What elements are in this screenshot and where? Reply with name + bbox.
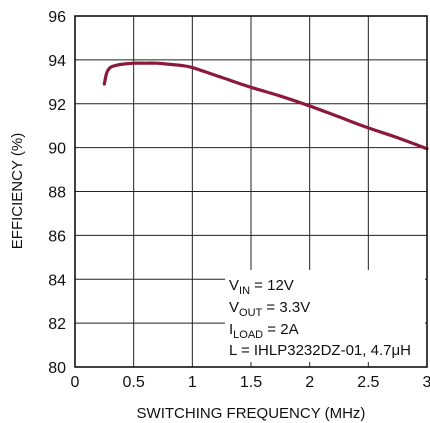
x-axis-title: SWITCHING FREQUENCY (MHz) [137,405,366,422]
y-tick-label: 92 [48,97,66,114]
x-tick-label: 1.5 [240,374,262,391]
x-tick-label: 2.5 [357,374,379,391]
x-tick-label: 1 [188,374,197,391]
annotation-block: VIN = 12V VOUT = 3.3V ILOAD = 2A L = IHL… [225,270,425,362]
annotation-vout: VOUT = 3.3V [229,299,310,319]
y-tick-label: 94 [48,53,66,70]
y-tick-label: 82 [48,316,66,333]
y-tick-label: 86 [48,228,66,245]
series-layer [102,61,429,151]
y-tick-label: 88 [48,185,66,202]
annotation-background [225,270,425,362]
y-tick-label: 96 [48,9,66,26]
x-tick-label: 0.5 [123,374,145,391]
x-tick-label: 3 [423,374,430,391]
plot-frame [74,15,428,368]
annotation-vin: VIN = 12V [229,277,294,297]
efficiency-series-line [102,61,429,151]
tick-labels: 0 0.5 1 1.5 2 2.5 3 80 82 84 86 88 90 92 94 96 [48,9,430,391]
y-tick-label: 80 [48,360,66,377]
x-tick-label: 0 [71,374,80,391]
y-axis-title: EFFICIENCY (%) [9,133,26,249]
y-tick-label: 90 [48,141,66,158]
y-tick-label: 84 [48,272,66,289]
annotation-inductor: L = IHLP3232DZ-01, 4.7μH [229,342,411,359]
x-tick-label: 2 [305,374,314,391]
annotation-iload: ILOAD = 2A [229,321,299,341]
